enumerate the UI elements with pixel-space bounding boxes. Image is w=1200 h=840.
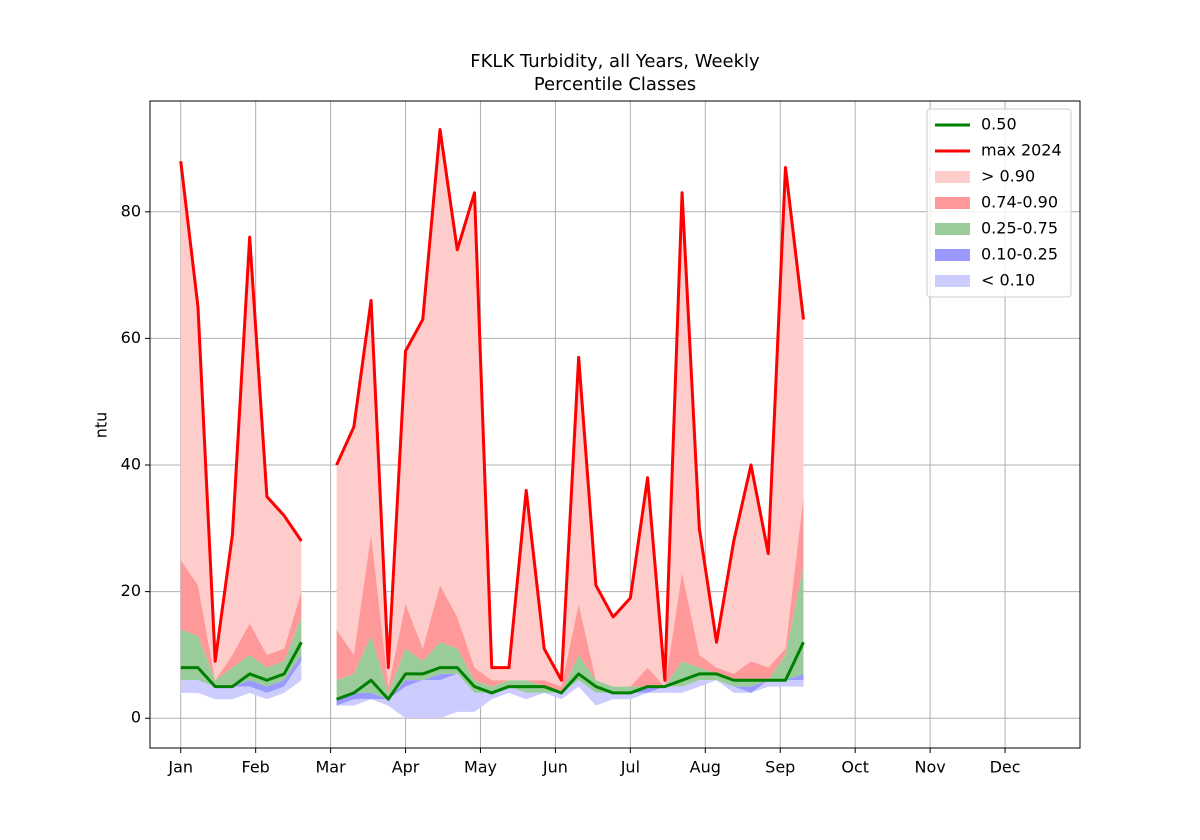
- legend-swatch: [935, 197, 970, 209]
- legend-label: 0.25-0.75: [981, 219, 1058, 238]
- x-tick-label: Jul: [620, 758, 640, 777]
- x-tick-label: Sep: [765, 758, 795, 777]
- legend-label: 0.10-0.25: [981, 245, 1058, 264]
- x-tick-label: Feb: [242, 758, 270, 777]
- series-line: [179, 160, 303, 663]
- percentile-band: [180, 161, 302, 681]
- series-line: [336, 641, 805, 701]
- legend-swatch: [935, 275, 970, 287]
- x-tick-label: Mar: [316, 758, 347, 777]
- series-line: [180, 641, 303, 689]
- percentile-band: [180, 616, 302, 687]
- percentile-band: [180, 654, 302, 693]
- legend-label: 0.50: [981, 115, 1017, 134]
- x-tick-label: Apr: [392, 758, 420, 777]
- percentile-band: [336, 566, 804, 700]
- chart-title: FKLK Turbidity, all Years, Weekly: [470, 51, 760, 72]
- chart-subtitle: Percentile Classes: [534, 74, 696, 95]
- legend-label: < 0.10: [981, 271, 1035, 290]
- y-tick-label: 0: [131, 708, 141, 727]
- y-axis-label: ntu: [92, 412, 111, 439]
- plot-frame: [149, 100, 1081, 749]
- y-tick-label: 60: [121, 328, 141, 347]
- percentile-band: [180, 661, 302, 700]
- percentile-band: [336, 673, 804, 719]
- y-tick-label: 20: [121, 581, 141, 600]
- x-tick-label: Dec: [990, 758, 1021, 777]
- y-tick-label: 40: [121, 455, 141, 474]
- legend-swatch: [935, 171, 970, 183]
- x-tick-label: Jun: [542, 758, 568, 777]
- percentile-band: [180, 559, 302, 681]
- x-tick-label: Jan: [167, 758, 193, 777]
- percentile-band: [336, 129, 804, 687]
- legend-label: > 0.90: [981, 167, 1035, 186]
- x-tick-label: May: [464, 758, 497, 777]
- x-tick-label: Nov: [915, 758, 946, 777]
- legend-swatch: [935, 249, 970, 261]
- percentile-band: [336, 496, 804, 693]
- y-tick-label: 80: [121, 201, 141, 220]
- x-tick-label: Aug: [690, 758, 721, 777]
- series-line: [335, 127, 805, 682]
- x-tick-label: Oct: [841, 758, 869, 777]
- legend-swatch: [935, 223, 970, 235]
- legend-label: 0.74-0.90: [981, 193, 1058, 212]
- legend-label: max 2024: [981, 141, 1062, 160]
